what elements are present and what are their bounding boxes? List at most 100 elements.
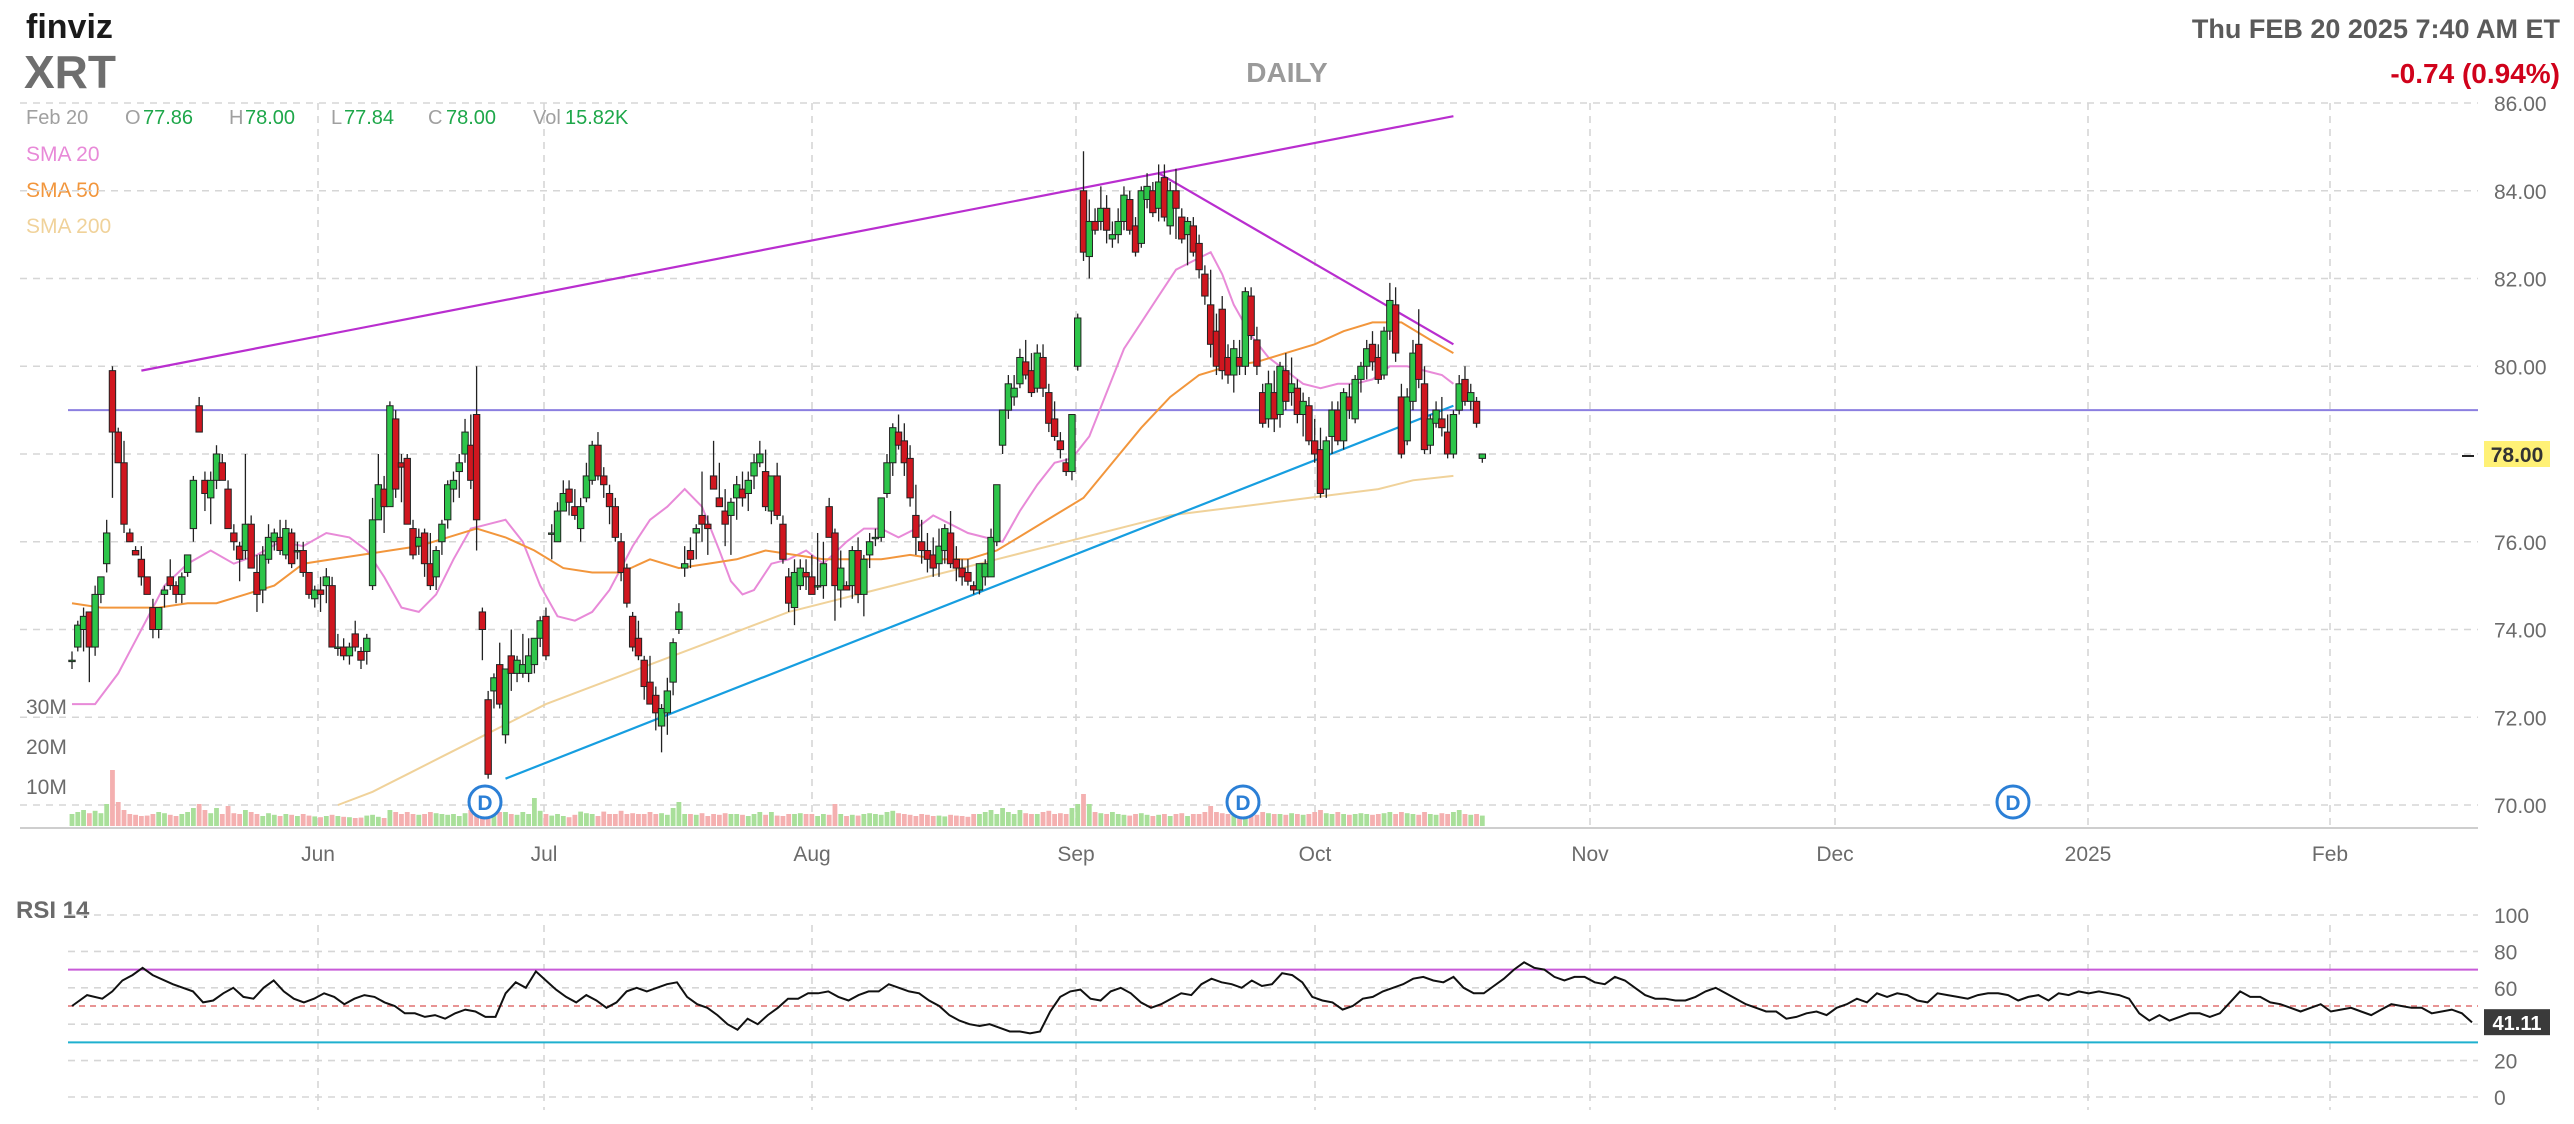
candlestick: [906, 445, 914, 507]
candle-body: [74, 624, 82, 648]
candle-body: [998, 409, 1007, 446]
volume-bar: [537, 810, 543, 826]
volume-bar: [1046, 810, 1052, 826]
volume-bar: [127, 814, 133, 826]
candle-body: [657, 707, 666, 727]
volume-bar: [636, 814, 641, 826]
volume-bar: [358, 817, 364, 826]
candlestick: [837, 550, 845, 608]
candlestick: [1438, 396, 1446, 437]
volume-bar: [1404, 813, 1410, 826]
volume-bar: [664, 814, 670, 826]
candle-body: [600, 475, 608, 486]
volume-bar: [1260, 812, 1266, 826]
candlestick: [195, 396, 203, 433]
candle-body: [756, 453, 764, 464]
volume-bar: [196, 804, 202, 826]
volume-bar: [190, 808, 196, 826]
volume-bar: [1029, 814, 1034, 826]
volume-bar: [1335, 812, 1341, 826]
candle-body: [860, 558, 868, 595]
volume-bar: [306, 815, 312, 826]
candlestick: [1218, 296, 1226, 380]
candlestick: [1426, 414, 1434, 454]
candle-body: [143, 576, 151, 595]
candlestick: [102, 519, 111, 573]
candlestick: [1126, 190, 1134, 235]
volume-bar: [277, 816, 283, 826]
candlestick: [1339, 388, 1348, 450]
price-tick-label: 72.00: [2494, 707, 2547, 730]
dividend-icon: [467, 784, 503, 820]
candlestick: [120, 440, 128, 533]
candlestick: [756, 440, 764, 468]
price-change: -0.74 (0.94%): [2390, 58, 2560, 89]
candle-body: [964, 571, 972, 582]
candlestick: [565, 480, 573, 516]
candlestick: [368, 497, 377, 591]
volume-bar: [549, 815, 555, 826]
candlestick: [819, 541, 828, 599]
volume-bar: [1381, 813, 1387, 826]
candlestick: [1074, 313, 1082, 371]
candle-body: [1114, 220, 1122, 236]
finviz-logo[interactable]: finviz: [26, 8, 113, 46]
price-tick-label: 80.00: [2494, 356, 2547, 379]
volume-bar: [526, 814, 532, 826]
candle-body: [247, 523, 255, 569]
volume-bar: [491, 810, 497, 826]
candle-body: [178, 576, 186, 595]
candlestick: [750, 454, 758, 490]
candle-body: [779, 523, 787, 560]
volume-bar: [1057, 813, 1063, 826]
volume-bar: [1387, 812, 1393, 826]
candlestick: [825, 497, 833, 538]
rsi-tick-label: 20: [2494, 1051, 2517, 1074]
candlestick: [652, 686, 660, 731]
candlestick: [721, 489, 729, 547]
dividend-marker: D: [1995, 784, 2031, 820]
volume-bar: [248, 812, 254, 826]
volume-bar: [959, 816, 965, 826]
candlestick: [1189, 217, 1198, 257]
volume-bar: [1312, 812, 1318, 826]
candle-body: [894, 431, 903, 446]
candlestick: [74, 620, 82, 652]
volume-bar: [387, 810, 393, 826]
candlestick: [403, 454, 411, 525]
candle-body: [484, 699, 492, 775]
candle-body: [1189, 225, 1198, 253]
candle-body: [709, 475, 718, 490]
candle-body: [224, 488, 232, 530]
volume-bar: [919, 814, 925, 826]
volume-bar: [1023, 813, 1029, 826]
volume-bar: [410, 814, 416, 826]
volume-bar: [693, 814, 699, 826]
candle-body: [686, 550, 695, 560]
candlestick: [582, 462, 591, 503]
candlestick: [438, 519, 446, 555]
volume-bar: [659, 813, 664, 826]
candle-body: [1415, 343, 1423, 380]
candlestick: [1357, 361, 1365, 393]
candlestick: [420, 528, 429, 577]
volume-bar: [936, 815, 942, 826]
volume-bar: [115, 802, 121, 826]
candlestick: [530, 637, 539, 674]
candlestick: [871, 528, 880, 547]
volume-bar: [884, 812, 890, 826]
candle-body: [1068, 414, 1076, 473]
candlestick: [345, 642, 354, 665]
vol-value: 15.82K: [565, 107, 629, 129]
candle-body: [1391, 304, 1400, 354]
candle-body: [715, 497, 724, 508]
candlestick: [623, 563, 631, 608]
candlestick: [299, 541, 307, 577]
candlestick: [449, 471, 458, 503]
volume-bar: [1219, 813, 1225, 826]
candle-body: [259, 554, 267, 591]
volume-bar: [92, 810, 98, 826]
candlestick: [114, 427, 122, 464]
volume-bar: [1092, 812, 1098, 826]
